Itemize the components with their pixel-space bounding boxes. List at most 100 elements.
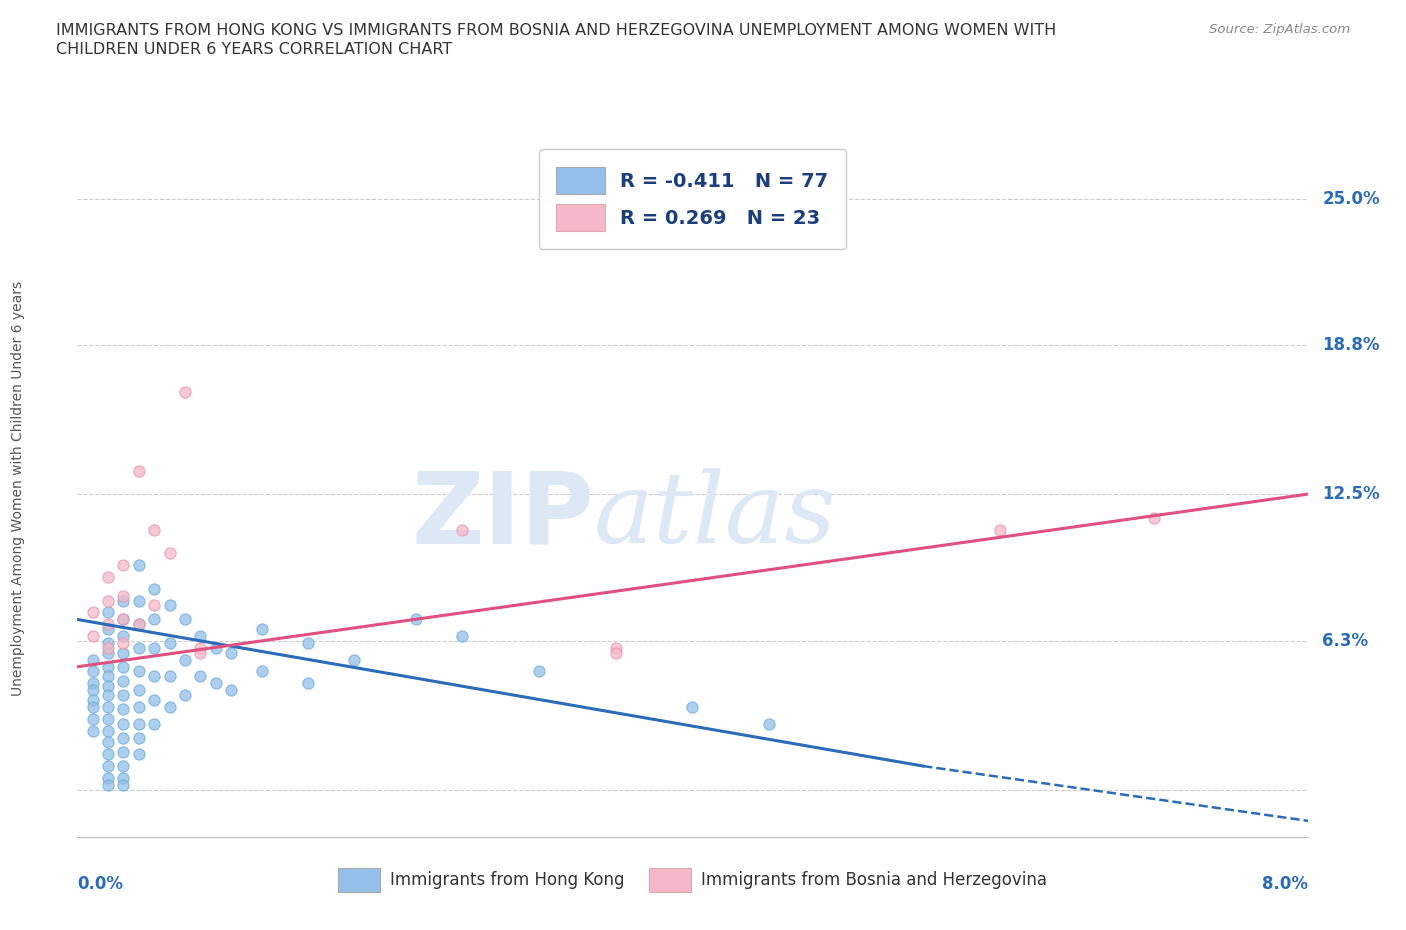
- Point: [112, 730, 135, 745]
- Point: [143, 716, 166, 731]
- Point: [82, 693, 104, 708]
- Point: [405, 612, 427, 627]
- Point: [219, 645, 242, 660]
- Point: [97, 569, 120, 584]
- Point: [143, 598, 166, 613]
- Point: [112, 558, 135, 573]
- Point: [128, 617, 150, 631]
- Point: [97, 735, 120, 750]
- Point: [143, 612, 166, 627]
- Text: atlas: atlas: [595, 469, 837, 564]
- Point: [1143, 511, 1166, 525]
- Text: 0.0%: 0.0%: [77, 875, 124, 894]
- Text: Unemployment Among Women with Children Under 6 years: Unemployment Among Women with Children U…: [11, 281, 25, 696]
- Point: [174, 385, 197, 400]
- Point: [82, 604, 104, 619]
- Point: [128, 730, 150, 745]
- Point: [97, 724, 120, 738]
- Point: [112, 687, 135, 702]
- Point: [97, 636, 120, 651]
- Point: [188, 669, 212, 684]
- Point: [112, 589, 135, 604]
- Point: [112, 593, 135, 608]
- Point: [204, 676, 226, 691]
- Point: [188, 641, 212, 656]
- Point: [450, 522, 472, 537]
- Point: [159, 699, 181, 714]
- Point: [128, 683, 150, 698]
- Point: [112, 759, 135, 774]
- Point: [112, 612, 135, 627]
- Text: CHILDREN UNDER 6 YEARS CORRELATION CHART: CHILDREN UNDER 6 YEARS CORRELATION CHART: [56, 42, 453, 57]
- Point: [97, 659, 120, 674]
- Point: [159, 669, 181, 684]
- Point: [450, 629, 472, 644]
- Point: [97, 711, 120, 726]
- Point: [605, 641, 627, 656]
- Point: [97, 645, 120, 660]
- Text: 18.8%: 18.8%: [1323, 337, 1379, 354]
- Legend: Immigrants from Hong Kong, Immigrants from Bosnia and Herzegovina: Immigrants from Hong Kong, Immigrants fr…: [332, 861, 1053, 898]
- Point: [250, 664, 273, 679]
- Point: [297, 676, 319, 691]
- Point: [112, 673, 135, 688]
- Point: [605, 645, 627, 660]
- Point: [204, 641, 226, 656]
- Point: [97, 617, 120, 631]
- Point: [97, 770, 120, 785]
- Point: [174, 612, 197, 627]
- Point: [174, 652, 197, 667]
- Text: ZIP: ZIP: [411, 468, 595, 565]
- Point: [82, 724, 104, 738]
- Text: 12.5%: 12.5%: [1323, 485, 1379, 503]
- Point: [112, 612, 135, 627]
- Point: [82, 683, 104, 698]
- Point: [82, 664, 104, 679]
- Point: [82, 711, 104, 726]
- Point: [128, 617, 150, 631]
- Point: [682, 699, 704, 714]
- Point: [128, 716, 150, 731]
- Point: [143, 641, 166, 656]
- Point: [128, 641, 150, 656]
- Point: [97, 678, 120, 693]
- Point: [758, 716, 780, 731]
- Text: Source: ZipAtlas.com: Source: ZipAtlas.com: [1209, 23, 1350, 36]
- Point: [112, 744, 135, 759]
- Point: [97, 687, 120, 702]
- Point: [97, 699, 120, 714]
- Point: [143, 522, 166, 537]
- Point: [97, 641, 120, 656]
- Point: [112, 777, 135, 792]
- Point: [128, 664, 150, 679]
- Point: [128, 747, 150, 762]
- Point: [988, 522, 1011, 537]
- Point: [143, 669, 166, 684]
- Point: [297, 636, 319, 651]
- Point: [219, 683, 242, 698]
- Point: [128, 558, 150, 573]
- Text: IMMIGRANTS FROM HONG KONG VS IMMIGRANTS FROM BOSNIA AND HERZEGOVINA UNEMPLOYMENT: IMMIGRANTS FROM HONG KONG VS IMMIGRANTS …: [56, 23, 1056, 38]
- Point: [143, 693, 166, 708]
- Point: [82, 699, 104, 714]
- Point: [82, 676, 104, 691]
- Point: [112, 629, 135, 644]
- Point: [97, 759, 120, 774]
- Text: 25.0%: 25.0%: [1323, 190, 1379, 207]
- Point: [188, 645, 212, 660]
- Point: [112, 645, 135, 660]
- Point: [97, 604, 120, 619]
- Point: [97, 669, 120, 684]
- Text: 6.3%: 6.3%: [1323, 631, 1368, 650]
- Point: [112, 659, 135, 674]
- Point: [527, 664, 550, 679]
- Point: [112, 716, 135, 731]
- Point: [82, 629, 104, 644]
- Point: [112, 636, 135, 651]
- Point: [112, 770, 135, 785]
- Point: [82, 652, 104, 667]
- Point: [188, 629, 212, 644]
- Point: [97, 747, 120, 762]
- Point: [143, 581, 166, 596]
- Point: [159, 598, 181, 613]
